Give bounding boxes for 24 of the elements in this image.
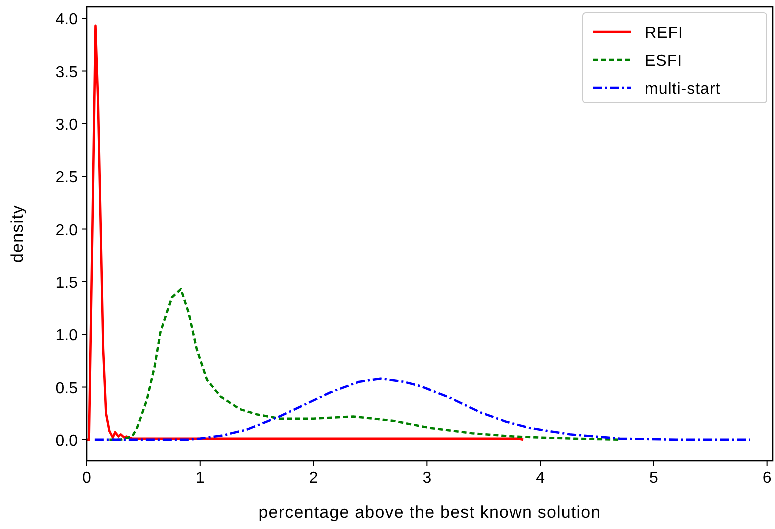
- y-tick-label: 0.5: [56, 380, 78, 398]
- line-series: [94, 378, 752, 442]
- x-tick-label: 1: [196, 470, 205, 487]
- y-tick-label: 4.0: [56, 12, 78, 29]
- y-tick-label: 3.0: [56, 116, 78, 134]
- line-series: [108, 288, 622, 442]
- y-tick-label: 2.0: [56, 222, 78, 240]
- x-tick-label: 5: [649, 470, 658, 487]
- x-tick-label: 3: [422, 470, 432, 487]
- x-tick-label: 2: [309, 470, 318, 487]
- line-series: [87, 24, 525, 442]
- legend-label: ESFI: [645, 53, 683, 70]
- legend-label: multi-start: [645, 81, 721, 98]
- y-tick-label: 3.5: [56, 64, 78, 82]
- x-tick-label: 0: [82, 470, 92, 487]
- y-tick-label: 0.0: [56, 432, 78, 450]
- y-axis-title: density: [8, 204, 27, 264]
- x-axis-title: percentage above the best known solution: [258, 503, 602, 522]
- x-tick-label: 6: [762, 470, 772, 487]
- y-tick-label: 1.0: [56, 328, 78, 345]
- legend-label: REFI: [645, 25, 684, 42]
- y-tick-label: 2.5: [56, 170, 78, 187]
- y-tick-label: 1.5: [56, 274, 78, 292]
- x-tick-label: 4: [536, 470, 546, 487]
